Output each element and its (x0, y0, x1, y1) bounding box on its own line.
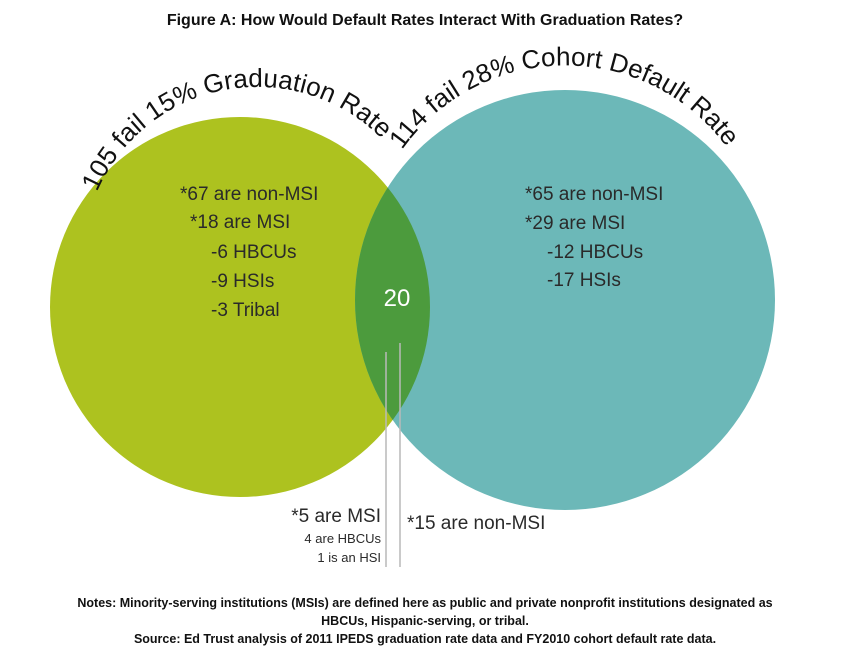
left-tribal-count: -3 Tribal (211, 300, 280, 321)
cohort-default-rate-circle (355, 90, 775, 510)
left-hbcu-count: -6 HBCUs (211, 242, 297, 263)
overlap-hsi-count: 1 is an HSI (317, 550, 381, 565)
source-line: Source: Ed Trust analysis of 2011 IPEDS … (133, 632, 717, 646)
right-hbcu-count: -12 HBCUs (547, 242, 643, 263)
overlap-non-msi-count: *15 are non-MSI (407, 513, 545, 534)
graduation-rate-circle (50, 117, 430, 497)
notes-line: HBCUs, Hispanic-serving, or tribal. (321, 614, 529, 628)
left-non-msi-count: *67 are non-MSI (180, 184, 318, 205)
overlap-hbcu-count: 4 are HBCUs (304, 531, 381, 546)
overlap-count: 20 (384, 285, 411, 312)
overlap-msi-count: *5 are MSI (291, 506, 381, 527)
left-hsi-count: -9 HSIs (211, 271, 274, 292)
left-msi-count: *18 are MSI (190, 212, 290, 233)
notes-line: Notes: Minority-serving institutions (MS… (77, 596, 773, 610)
right-hsi-count: -17 HSIs (547, 270, 621, 291)
figure-title: Figure A: How Would Default Rates Intera… (166, 12, 684, 29)
right-msi-count: *29 are MSI (525, 213, 625, 234)
right-non-msi-count: *65 are non-MSI (525, 184, 663, 205)
notes-block: Notes: Minority-serving institutions (MS… (0, 594, 850, 648)
